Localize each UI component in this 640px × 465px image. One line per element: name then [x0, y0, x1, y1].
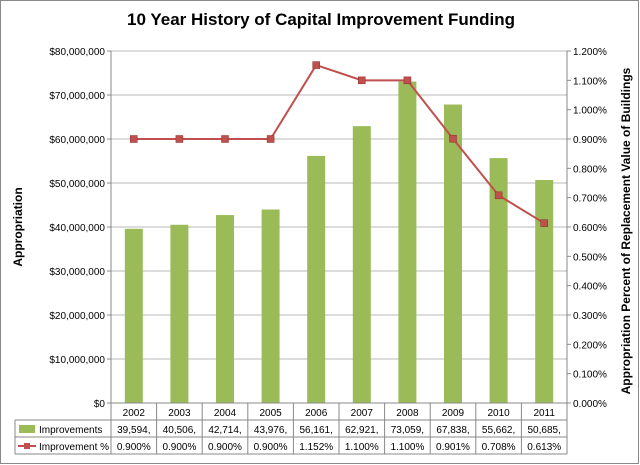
- y-right-tick-label: 0.500%: [573, 252, 607, 263]
- y-left-tick-label: $50,000,000: [49, 179, 105, 190]
- y-right-tick-label: 0.200%: [573, 340, 607, 351]
- x-tick-label: 2010: [487, 408, 510, 419]
- table-cell-improvement-pct: 0.613%: [527, 442, 561, 453]
- y-right-tick-label: 0.900%: [573, 135, 607, 146]
- bar-2005: [261, 209, 280, 403]
- table-cell-improvements: 55,662,: [482, 425, 515, 436]
- y-left-tick-label: $10,000,000: [49, 355, 105, 366]
- table-cell-improvements: 43,976,: [254, 425, 287, 436]
- table-cell-improvements: 40,506,: [163, 425, 196, 436]
- table-cell-improvement-pct: 0.900%: [208, 442, 242, 453]
- point-2005: [266, 135, 275, 143]
- x-tick-label: 2003: [168, 408, 191, 419]
- y-right-tick-label: 0.300%: [573, 311, 607, 322]
- table-cell-improvement-pct: 0.708%: [482, 442, 516, 453]
- legend-label-improvements: Improvements: [39, 425, 102, 436]
- x-tick-label: 2011: [533, 408, 555, 419]
- y-right-tick-label: 0.400%: [573, 282, 607, 293]
- point-2004: [221, 135, 229, 143]
- legend-key-improvements: [19, 425, 35, 433]
- line-series-improvement-pct: [130, 61, 548, 227]
- y-right-tick-label: 0.700%: [573, 194, 607, 205]
- table-cell-improvements: 42,714,: [208, 425, 241, 436]
- y-axis-right-title: Appropriation Percent of Replacement Val…: [619, 67, 633, 394]
- table-cell-improvements: 50,685,: [528, 425, 561, 436]
- y-right-tick-label: 1.200%: [573, 47, 607, 58]
- bar-2003: [170, 224, 189, 403]
- point-2010: [494, 191, 503, 200]
- bar-series-improvements: [124, 81, 554, 404]
- y-right-tick-label: 0.600%: [573, 223, 607, 234]
- table-cell-improvement-pct: 0.900%: [254, 442, 288, 453]
- table-cell-improvement-pct: 0.901%: [436, 442, 470, 453]
- y-left-tick-label: $80,000,000: [49, 47, 105, 58]
- y-left-tick-label: $0: [94, 399, 106, 410]
- data-table: 2002 2003 2004 2005 2006 2007 2008 2009 2010 2011…: [14, 402, 568, 455]
- y-right-tick-label: 0.100%: [573, 370, 607, 381]
- legend-key-marker: [24, 443, 30, 449]
- table-cell-improvement-pct: 0.900%: [162, 442, 196, 453]
- table-cell-improvements: 39,594,: [117, 425, 150, 436]
- table-cell-improvement-pct: 1.100%: [345, 442, 379, 453]
- bar-2002: [124, 228, 143, 403]
- x-tick-label: 2007: [351, 408, 374, 419]
- x-tick-label: 2008: [396, 408, 419, 419]
- y-right-tick-label: 1.100%: [573, 76, 607, 87]
- bar-2009: [444, 104, 462, 403]
- table-cell-improvement-pct: 1.152%: [299, 442, 333, 453]
- legend-label-improvement-pct: Improvement %: [39, 442, 109, 453]
- point-2002: [130, 135, 138, 143]
- bar-2007: [352, 126, 371, 404]
- point-2008: [403, 76, 412, 85]
- bar-2010: [489, 158, 508, 403]
- x-tick-label: 2005: [259, 408, 282, 419]
- table-cell-improvement-pct: 0.900%: [117, 442, 151, 453]
- y-left-tick-label: $70,000,000: [49, 91, 105, 102]
- improvement-pct-line: [133, 63, 545, 225]
- y-left-tick-label: $20,000,000: [49, 311, 105, 322]
- x-tick-label: 2004: [214, 408, 237, 419]
- point-2011: [540, 219, 548, 227]
- point-2009: [449, 134, 457, 143]
- table-cell-improvements: 56,161,: [300, 425, 333, 436]
- table-cell-improvements: 67,838,: [436, 425, 469, 436]
- x-tick-label: 2002: [123, 408, 146, 419]
- x-tick-label: 2009: [442, 408, 465, 419]
- y-axis-left-title: Appropriation: [11, 187, 25, 266]
- bar-2006: [307, 155, 326, 403]
- chart-title: 10 Year History of Capital Improvement F…: [127, 10, 515, 29]
- point-2006: [312, 61, 320, 69]
- y-left-tick-label: $40,000,000: [49, 223, 105, 234]
- table-cell-improvement-pct: 1.100%: [390, 442, 424, 453]
- x-tick-label: 2006: [305, 408, 328, 419]
- y-right-tick-label: 0.000%: [573, 399, 607, 410]
- y-left-tick-label: $60,000,000: [49, 135, 105, 146]
- y-right-tick-label: 0.800%: [573, 164, 607, 175]
- bar-2008: [398, 81, 417, 403]
- bar-2011: [535, 179, 554, 403]
- y-left-tick-label: $30,000,000: [49, 267, 105, 278]
- bar-2004: [216, 215, 234, 403]
- table-cell-improvements: 73,059,: [391, 425, 424, 436]
- axes: $0 $10,000,000 $20,000,000 $30,000,000 $40,0…: [49, 47, 607, 410]
- point-2007: [358, 76, 366, 85]
- point-2003: [175, 135, 184, 143]
- y-right-tick-label: 1.000%: [573, 106, 607, 117]
- table-cell-improvements: 62,921,: [345, 425, 378, 436]
